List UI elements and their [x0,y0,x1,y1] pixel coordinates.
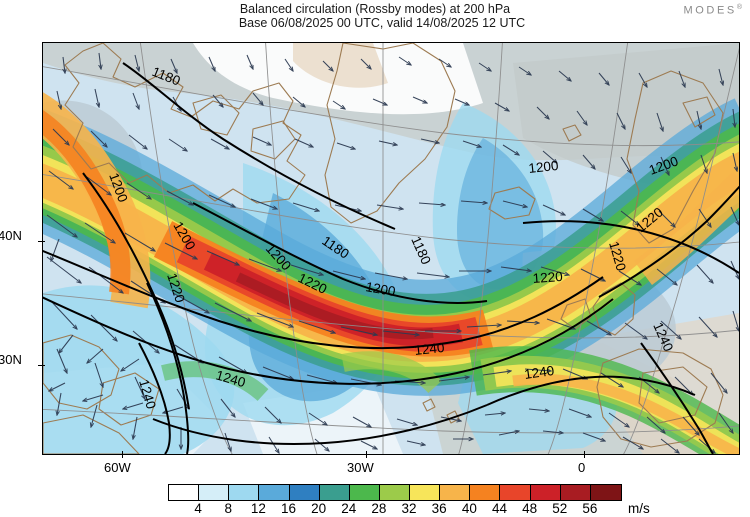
colorbar-tick-44: 44 [491,501,507,516]
colorbar-cell-13 [560,485,591,500]
contour-label-1240-d: 1240 [523,363,555,382]
modes-logo-text: MODES [683,4,737,17]
axis-label-lon-30w: 30W [347,460,374,475]
contour-label-1200-d: 1200 [364,279,396,299]
contour-label-1240-c: 1240 [414,340,445,358]
contour-label-1220-c: 1220 [532,269,563,286]
colorbar-tick-40: 40 [461,501,477,516]
axis-label-lon-60w: 60W [104,460,131,475]
modes-logo-mark: ® [736,4,742,11]
chart-title-block: Balanced circulation (Rossby modes) at 2… [0,0,750,30]
colorbar-cell-6 [349,485,380,500]
tick-lon-30w [366,451,368,458]
colorbar-tick-52: 52 [552,501,568,516]
colorbar-tick-24: 24 [341,501,357,516]
wind-vectors [46,52,739,453]
colorbar-cell-12 [530,485,561,500]
tick-lon-0 [584,451,586,458]
colorbar-tick-56: 56 [582,501,598,516]
tick-lon-60w [122,451,124,458]
chart-subtitle: Base 06/08/2025 00 UTC, valid 14/08/2025… [238,16,526,30]
contour-label-1200-e: 1200 [528,158,559,176]
colorbar-tick-16: 16 [281,501,297,516]
tick-lat-30n [38,365,45,367]
tick-lat-40n [38,241,45,243]
colorbar-tick-12: 12 [250,501,266,516]
colorbar-cell-11 [500,485,531,500]
map-panel: 1180 1180 1180 1200 1200 1200 1200 1200 … [42,42,740,455]
axis-label-lon-0: 0 [578,460,586,475]
colorbar-tick-labels: 4 8 12 16 20 24 28 32 36 40 44 48 52 56 [168,501,621,517]
colorbar-cell-0 [169,485,200,500]
axis-label-lat-30n: 30N [0,352,22,367]
jet-stream-shading [43,92,739,454]
modes-logo: MODES® [683,4,742,17]
colorbar-tick-48: 48 [522,501,538,516]
colorbar-cell-9 [440,485,471,500]
colorbar-cell-5 [319,485,350,500]
colorbar-cell-2 [229,485,260,500]
graticule [43,43,739,454]
colorbar-tick-8: 8 [224,501,233,516]
colorbar-tick-32: 32 [401,501,417,516]
chart-title: Balanced circulation (Rossby modes) at 2… [239,2,511,16]
height-contours [43,62,739,454]
colorbar-cell-8 [410,485,441,500]
colorbar-cell-1 [199,485,230,500]
colorbar-tick-4: 4 [194,501,202,516]
colorbar-unit-label: m/s [628,501,650,516]
map-canvas: 1180 1180 1180 1200 1200 1200 1200 1200 … [43,43,739,454]
colorbar-cell-4 [289,485,320,500]
colorbar-cell-7 [379,485,410,500]
colorbar-cell-10 [470,485,501,500]
colorbar-cell-3 [259,485,290,500]
colorbar-legend: 4 8 12 16 20 24 28 32 36 40 44 48 52 56 m/s [0,482,750,516]
colorbar-tick-20: 20 [311,501,327,516]
colorbar-cell-14 [590,485,621,500]
colorbar-tick-28: 28 [371,501,387,516]
axis-label-lat-40n: 40N [0,228,22,243]
colorbar-swatches [168,484,622,501]
colorbar-tick-36: 36 [431,501,447,516]
